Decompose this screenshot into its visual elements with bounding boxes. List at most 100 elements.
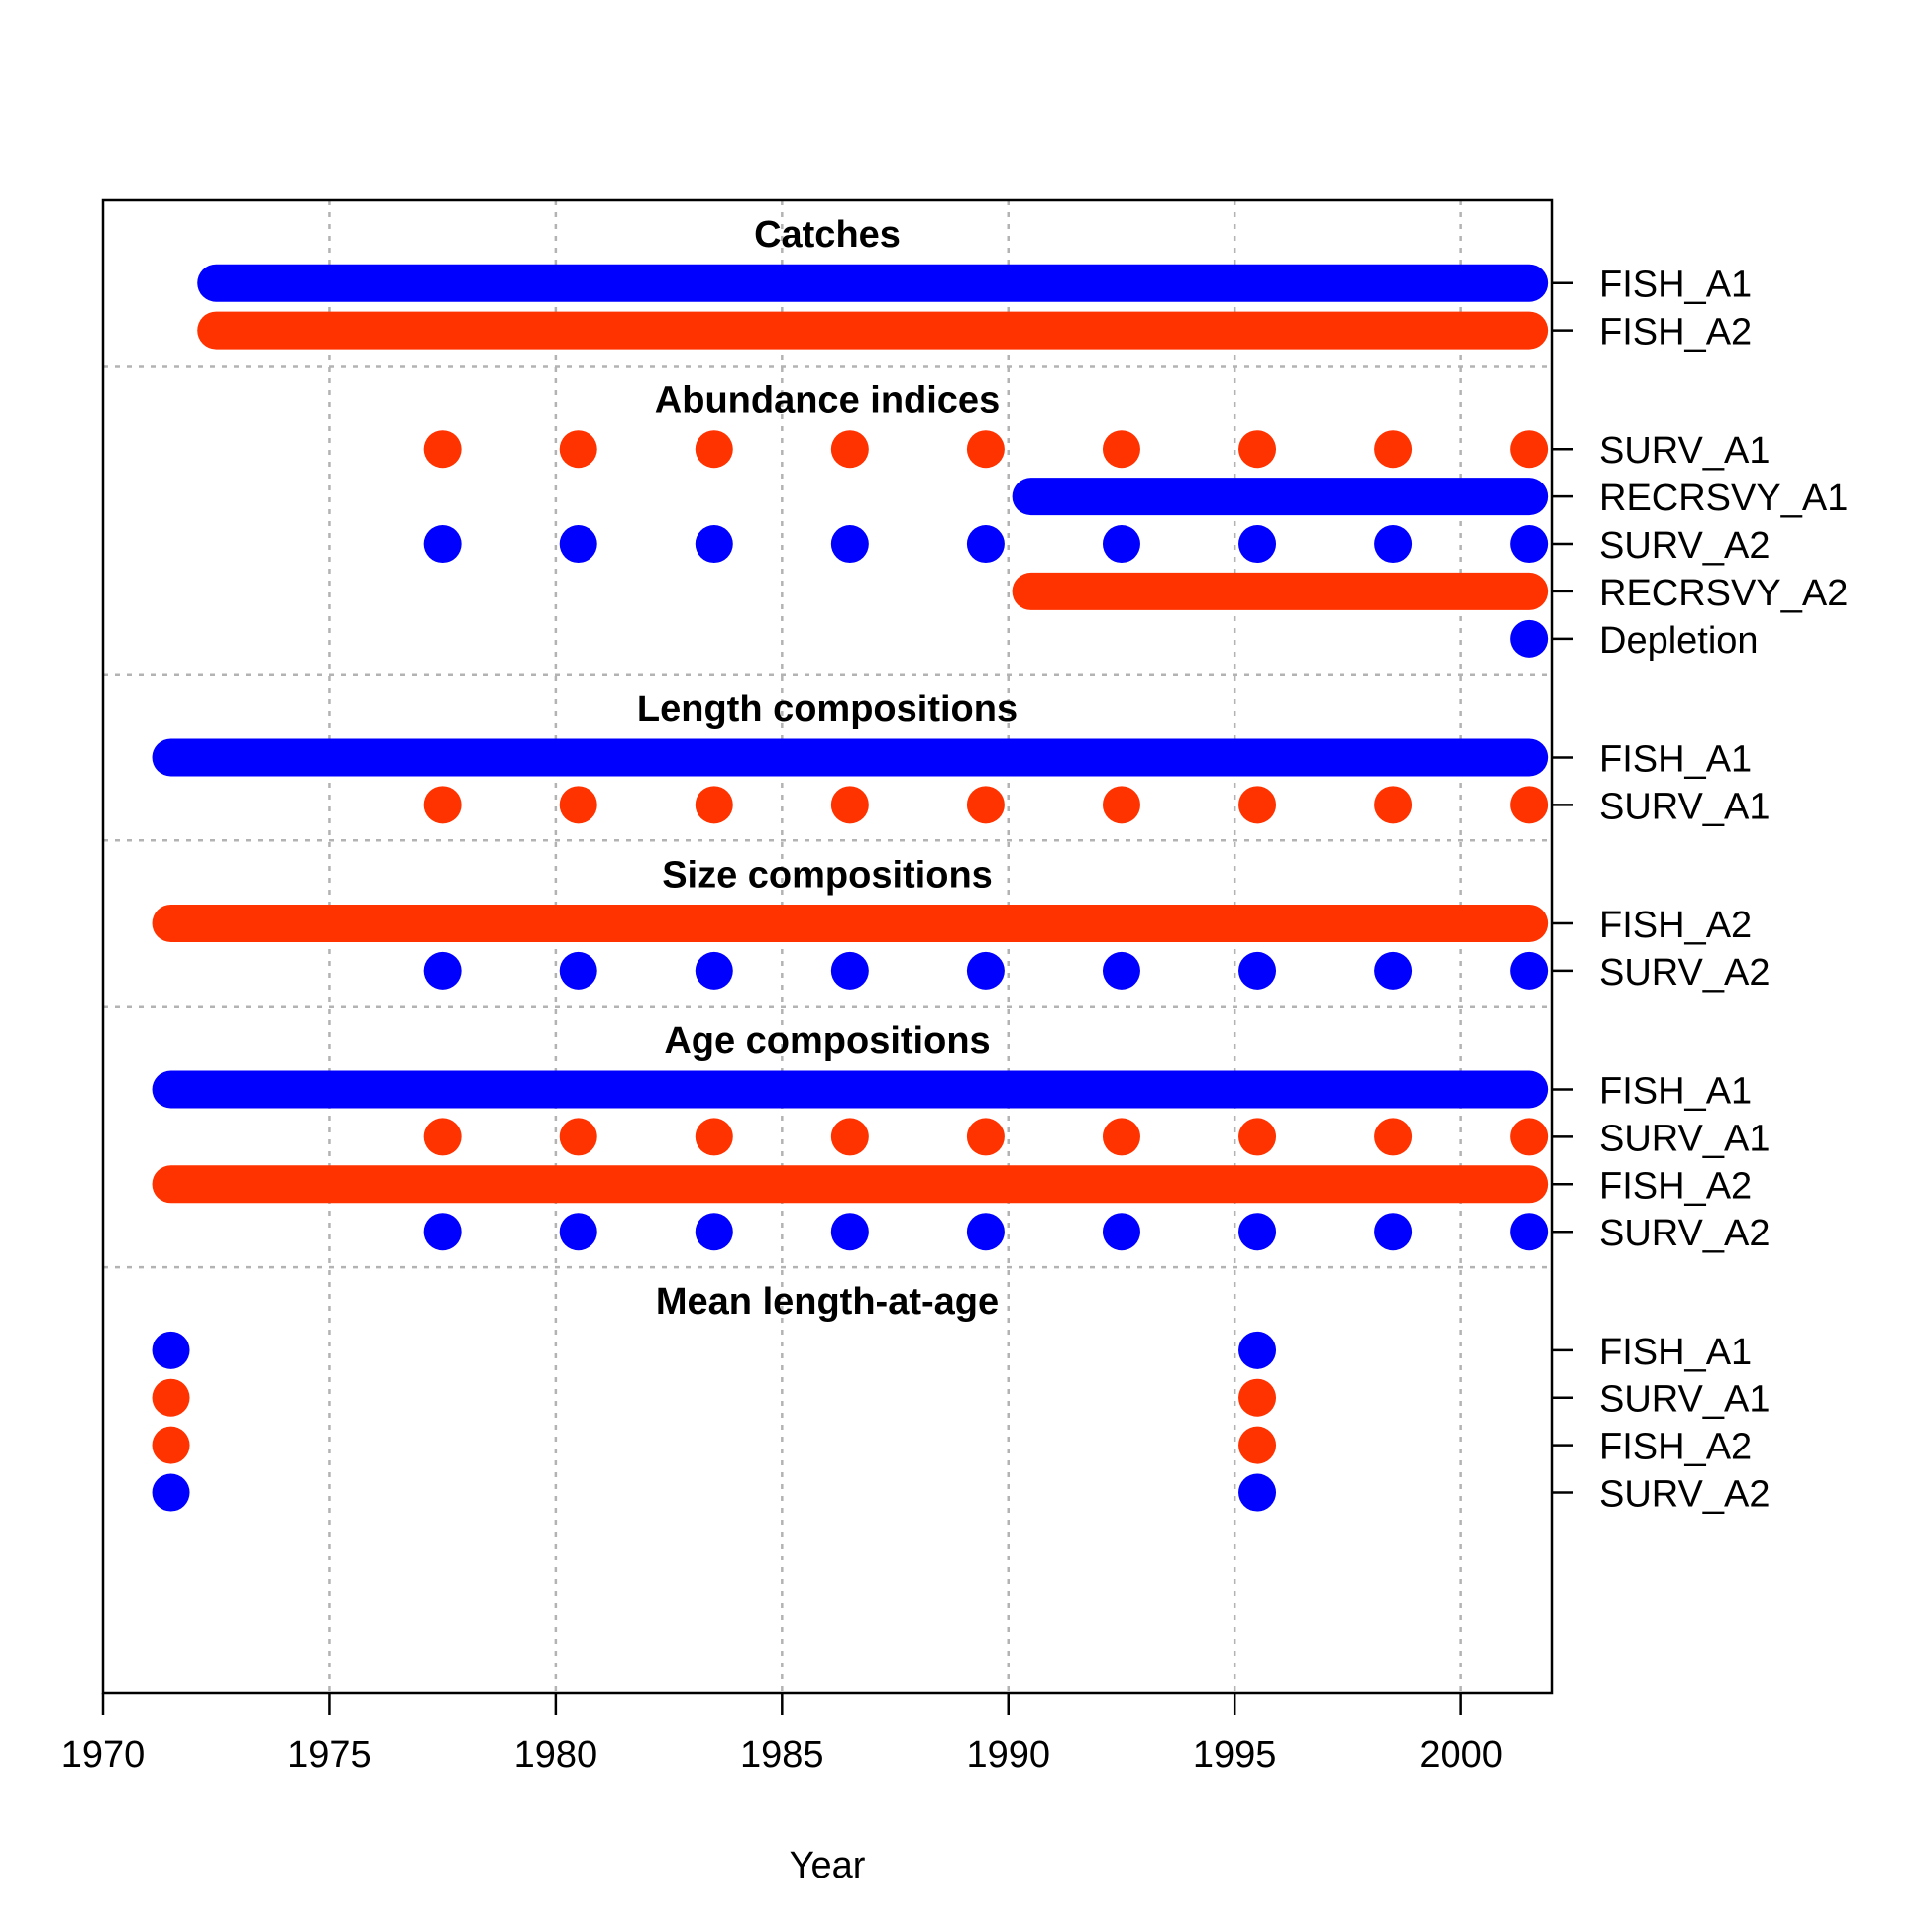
row-surv_a2: [423, 951, 1549, 990]
data-point: [695, 430, 733, 469]
data-point: [423, 525, 462, 564]
data-point: [966, 1213, 1005, 1251]
data-point: [423, 951, 462, 990]
data-point: [1510, 786, 1549, 824]
x-tick-label: 1975: [287, 1734, 372, 1775]
row-surv_a1: [423, 786, 1549, 824]
data-point: [559, 525, 597, 564]
row-label: Depletion: [1599, 620, 1759, 662]
data-point: [830, 1213, 869, 1251]
x-tick-label: 1985: [740, 1734, 824, 1775]
data-point: [1510, 1213, 1549, 1251]
data-point: [559, 951, 597, 990]
section-title: Abundance indices: [655, 380, 1000, 422]
data-point: [1510, 1118, 1549, 1156]
data-point: [1510, 430, 1549, 469]
row-label: SURV_A2: [1599, 1213, 1771, 1254]
section-title: Size compositions: [662, 854, 993, 896]
data-point: [559, 1213, 597, 1251]
section-title: Catches: [754, 214, 901, 256]
data-point: [152, 1426, 190, 1464]
data-point: [559, 786, 597, 824]
data-point: [152, 1331, 190, 1369]
data-point: [830, 951, 869, 990]
vertical-gridlines: [328, 200, 1462, 1693]
data-point: [830, 786, 869, 824]
row-label: FISH_A2: [1599, 1427, 1752, 1468]
x-tick-label: 1995: [1193, 1734, 1277, 1775]
row-label: SURV_A1: [1599, 786, 1771, 827]
data-point: [1238, 1426, 1277, 1464]
data-point: [152, 1378, 190, 1417]
data-point: [1238, 1473, 1277, 1512]
data-point: [1510, 951, 1549, 990]
data-point: [1374, 525, 1413, 564]
x-axis: 1970 1975 1980 1985 1990 1995 2000: [61, 1693, 1503, 1775]
row-depletion: [1510, 619, 1549, 658]
data-point: [1238, 525, 1277, 564]
data-point: [1238, 1378, 1277, 1417]
row-axis: FISH_A1 FISH_A2 SURV_A1 RECRSVY_A1 SURV_A2 RE…: [1552, 265, 1848, 1516]
data-point: [1102, 951, 1140, 990]
data-point: [1238, 1118, 1277, 1156]
data-point: [695, 786, 733, 824]
section-title: Mean length-at-age: [656, 1281, 999, 1323]
row-label: SURV_A1: [1599, 430, 1771, 472]
plot-frame: [101, 198, 1554, 1695]
data-point: [830, 430, 869, 469]
data-point: [695, 525, 733, 564]
data-point: [1374, 1213, 1413, 1251]
row-label: SURV_A1: [1599, 1118, 1771, 1159]
data-point: [1510, 619, 1549, 658]
data-point: [1374, 430, 1413, 469]
row-label: SURV_A1: [1599, 1379, 1771, 1421]
data-point: [966, 525, 1005, 564]
section-title: Age compositions: [664, 1020, 990, 1062]
data-point: [1102, 430, 1140, 469]
x-tick-label: 1970: [61, 1734, 146, 1775]
data-point: [423, 1118, 462, 1156]
x-tick-label: 2000: [1419, 1734, 1503, 1775]
row-surv_a2: [423, 525, 1549, 564]
row-surv_a1: [423, 1118, 1549, 1156]
data-point: [966, 951, 1005, 990]
row-fish_a1: [152, 1331, 1277, 1369]
data-point: [1238, 1213, 1277, 1251]
row-label: SURV_A2: [1599, 952, 1771, 994]
data-point: [1238, 786, 1277, 824]
data-point: [1374, 786, 1413, 824]
data-point: [1510, 525, 1549, 564]
section-dividers: [103, 365, 1552, 1269]
data-marks: [152, 264, 1549, 1512]
data-point: [1102, 1213, 1140, 1251]
row-label: FISH_A1: [1599, 738, 1752, 780]
row-label: FISH_A2: [1599, 905, 1752, 946]
data-point: [1238, 430, 1277, 469]
row-surv_a1: [423, 430, 1549, 469]
x-axis-title: Year: [790, 1845, 866, 1886]
data-point: [1238, 951, 1277, 990]
row-label: FISH_A1: [1599, 265, 1752, 306]
data-point: [695, 1118, 733, 1156]
data-point: [695, 1213, 733, 1251]
data-point: [559, 430, 597, 469]
x-tick-label: 1990: [966, 1734, 1050, 1775]
data-point: [423, 786, 462, 824]
data-point: [830, 1118, 869, 1156]
data-point: [830, 525, 869, 564]
row-label: RECRSVY_A1: [1599, 478, 1848, 519]
data-point: [1374, 951, 1413, 990]
data-point: [966, 430, 1005, 469]
data-point: [152, 1473, 190, 1512]
section-title: Length compositions: [637, 689, 1018, 730]
row-surv_a2: [423, 1213, 1549, 1251]
data-point: [1238, 1331, 1277, 1369]
x-tick-label: 1980: [514, 1734, 598, 1775]
row-label: FISH_A2: [1599, 1165, 1752, 1207]
data-point: [1102, 786, 1140, 824]
row-label: FISH_A1: [1599, 1071, 1752, 1113]
data-point: [423, 430, 462, 469]
row-surv_a2: [152, 1473, 1277, 1512]
data-point: [695, 951, 733, 990]
